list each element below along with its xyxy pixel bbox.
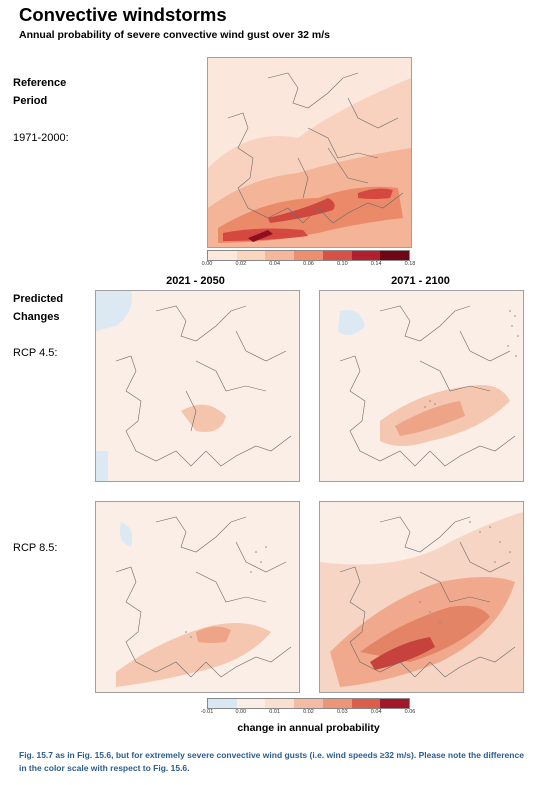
change-colorbar-swatches [207, 698, 410, 709]
change-colorbar-swatch [294, 699, 323, 708]
reference-colorbar-swatch [236, 251, 266, 260]
change-colorbar-swatch [208, 699, 237, 708]
change-colorbar-swatch [322, 699, 352, 708]
change-colorbar-swatch [351, 699, 381, 708]
reference-colorbar-swatches [207, 250, 410, 261]
change-colorbar-swatch [236, 699, 266, 708]
reference-colorbar-swatch [265, 251, 295, 260]
map-rcp45-far [319, 290, 524, 482]
figure-caption: Fig. 15.7 as in Fig. 15.6, but for extre… [19, 750, 524, 773]
change-colorbar-tick-label: 0.04 [370, 709, 382, 715]
map-rcp85-near [95, 501, 300, 693]
change-colorbar-tick-label: -0.01 [200, 709, 214, 715]
rcp85-label: RCP 8.5: [13, 542, 58, 554]
page-subtitle: Annual probability of severe convective … [19, 29, 331, 41]
rcp45-label: RCP 4.5: [13, 347, 58, 359]
reference-colorbar-tick-label: 0.06 [303, 261, 314, 267]
change-colorbar-title: change in annual probability [237, 722, 380, 734]
map-rcp85-far [319, 501, 524, 693]
change-colorbar-tick-label: 0.03 [336, 709, 348, 715]
column-header-near: 2021 - 2050 [166, 275, 225, 287]
reference-colorbar-tick-label: 0.14 [370, 261, 382, 267]
reference-colorbar-swatch [294, 251, 323, 260]
change-colorbar-swatch [380, 699, 410, 708]
reference-colorbar-tick-label: 0.10 [336, 261, 348, 267]
reference-colorbar: 0.00 0.02 0.04 0.06 0.10 0.14 0.18 [202, 250, 415, 274]
predicted-label-line1: Predicted [13, 293, 64, 305]
reference-colorbar-swatch [351, 251, 381, 260]
reference-colorbar-swatch [322, 251, 352, 260]
map-rcp45-near [95, 290, 300, 482]
change-colorbar-tick-label: 0.06 [404, 709, 416, 715]
change-colorbar-tick-label: 0.00 [235, 709, 247, 715]
change-colorbar-swatch [265, 699, 295, 708]
reference-colorbar-tick-label: 0.02 [235, 261, 247, 267]
reference-label-line1: Reference [13, 77, 67, 89]
predicted-label-line2: Changes [13, 311, 60, 323]
change-colorbar-tick-label: 0.02 [303, 709, 314, 715]
reference-colorbar-swatch [208, 251, 237, 260]
reference-label-line2: Period [13, 95, 48, 107]
reference-map [207, 57, 412, 248]
reference-colorbar-tick-label: 0.04 [269, 261, 281, 267]
change-colorbar: -0.01 0.00 0.01 0.02 0.03 0.04 0.06 [201, 698, 415, 720]
page-title: Convective windstorms [19, 4, 227, 25]
column-header-far: 2071 - 2100 [391, 275, 450, 287]
reference-colorbar-tick-label: 0.18 [404, 261, 416, 267]
reference-years-label: 1971-2000: [13, 132, 69, 144]
reference-colorbar-swatch [380, 251, 410, 260]
predicted-label: Predicted Changes [13, 290, 63, 326]
change-colorbar-tick-label: 0.01 [269, 709, 281, 715]
reference-colorbar-tick-label: 0.00 [201, 261, 213, 267]
reference-label: Reference Period [13, 74, 66, 110]
